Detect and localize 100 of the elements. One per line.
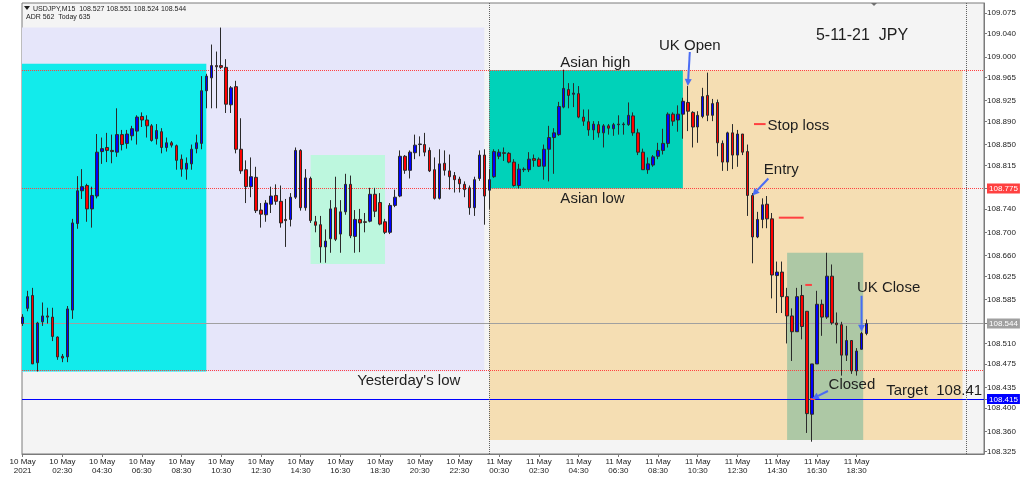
candlestick (334, 176, 337, 242)
candlestick (299, 148, 302, 212)
x-tick-label: 10 May 04:30 (88, 457, 116, 475)
candlestick (458, 176, 461, 194)
ref-line-label: Asian high (560, 52, 631, 70)
candlestick (756, 211, 759, 239)
candlestick (711, 98, 714, 122)
candlestick (473, 176, 476, 217)
x-tick-label: 10 May 22:30 (446, 457, 473, 475)
candlestick (612, 122, 615, 137)
x-tick-label: 10 May 14:30 (287, 457, 314, 475)
candlestick (339, 199, 342, 254)
y-tick-label: 108.890 (987, 116, 1017, 126)
candlestick (850, 340, 853, 375)
candlestick (622, 121, 625, 136)
annotation: Closed (828, 374, 876, 392)
annotation: UK Close (856, 278, 921, 296)
candlestick (865, 318, 868, 336)
candlestick (200, 75, 203, 150)
x-tick-label: 11 May 08:30 (645, 457, 671, 475)
y-tick-label: 108.775 (989, 183, 1019, 193)
candlestick (428, 146, 431, 173)
candlestick (36, 321, 39, 373)
candlestick (736, 129, 739, 168)
candlestick (453, 171, 456, 194)
x-tick-label: 11 May 18:30 (843, 457, 870, 475)
candlestick (488, 168, 491, 210)
candlestick (567, 82, 570, 109)
text: 5-11-21 JPY (815, 25, 909, 43)
candlestick (61, 353, 64, 363)
candlestick (443, 149, 446, 177)
y-tick-label: 108.660 (987, 251, 1017, 261)
y-tick-label: 108.815 (987, 160, 1017, 170)
candlestick (185, 156, 188, 181)
candlestick (607, 123, 610, 136)
candlestick (289, 192, 292, 227)
candlestick (205, 73, 208, 109)
candlestick (597, 120, 600, 139)
x-tick-label: 10 May 18:30 (366, 457, 394, 475)
x-tick-label: 10 May 06:30 (128, 457, 155, 475)
y-tick-label: 108.325 (987, 447, 1017, 457)
candlestick (329, 199, 332, 254)
x-tick-label: 10 May 20:30 (406, 457, 433, 475)
x-tick-label: 10 May 02:30 (49, 457, 76, 475)
y-tick-label: 108.435 (987, 382, 1017, 392)
candlestick (175, 144, 178, 171)
candlestick (602, 123, 605, 148)
candlestick (309, 176, 312, 224)
x-tick-label: 11 May 04:30 (565, 457, 592, 475)
x-tick-label: 10 May 16:30 (327, 457, 354, 475)
x-tick-label: 10 May 08:30 (168, 457, 195, 475)
candlestick (592, 120, 595, 141)
candlestick (155, 123, 158, 146)
candlestick (170, 140, 173, 148)
candlestick (210, 44, 213, 109)
candlestick (577, 85, 580, 119)
candlestick (304, 168, 307, 212)
annotation: UK Open (658, 35, 721, 53)
candlestick (51, 307, 54, 342)
candlestick (66, 305, 69, 363)
candlestick (706, 72, 709, 122)
y-tick-label: 109.040 (987, 28, 1017, 38)
candlestick (701, 87, 704, 119)
candlestick (716, 99, 719, 157)
x-tick-label: 10 May 10:30 (208, 457, 235, 475)
x-tick-label: 10 May 12:30 (247, 457, 275, 475)
candlestick (463, 180, 466, 198)
candlestick (314, 215, 317, 233)
y-tick-label: 108.415 (989, 394, 1019, 404)
candlestick (41, 302, 44, 327)
annotation: Entry (763, 159, 800, 177)
y-tick-label: 108.700 (987, 227, 1017, 237)
candlestick (845, 325, 848, 362)
y-tick-label: 108.625 (987, 271, 1017, 281)
candlestick (71, 218, 74, 320)
x-tick-label: 10 May 2021 (9, 457, 36, 475)
candlestick (582, 108, 585, 127)
y-tick-label: 108.925 (987, 96, 1017, 106)
ref-line-label: Asian low (560, 188, 625, 206)
candlestick (31, 287, 34, 365)
candlestick (483, 148, 486, 226)
candlestick (840, 321, 843, 377)
candlestick (433, 156, 436, 201)
candlestick (180, 154, 183, 178)
candlestick (617, 114, 620, 136)
y-tick-label: 108.475 (987, 359, 1017, 369)
candlestick (160, 127, 163, 154)
ref-line-label: Yesterday's low (357, 370, 461, 388)
candlestick (195, 134, 198, 154)
candlestick (26, 290, 29, 312)
y-tick-label: 108.585 (987, 295, 1017, 305)
candlestick (448, 154, 451, 191)
candlestick (751, 192, 754, 264)
ref-line-label: Target 108.41 (886, 380, 983, 398)
candlestick (165, 137, 168, 153)
candlestick (855, 347, 858, 377)
candlestick (324, 228, 327, 264)
y-tick-label: 108.850 (987, 140, 1017, 150)
candlestick (344, 173, 347, 216)
y-tick-label: 108.400 (987, 403, 1017, 413)
